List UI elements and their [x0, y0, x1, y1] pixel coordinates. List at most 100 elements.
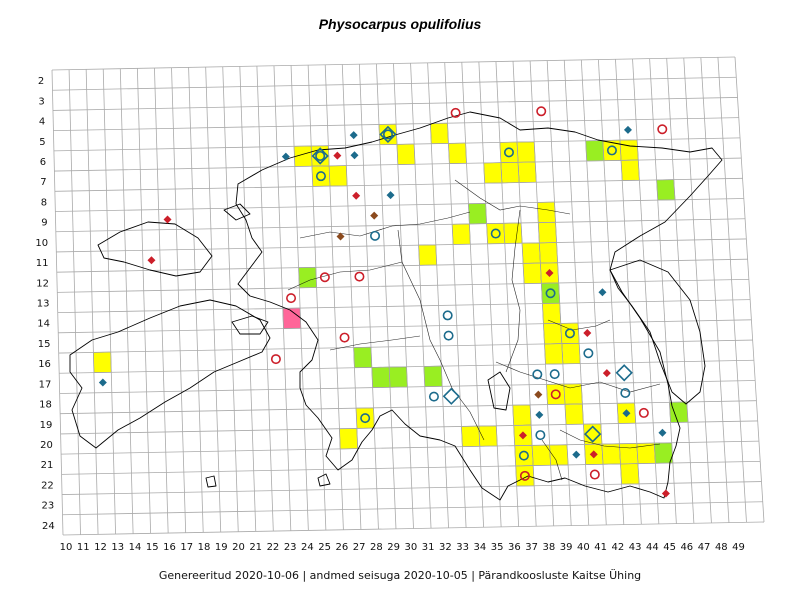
grid-line-vertical [563, 60, 590, 526]
grid-line-horizontal [58, 319, 752, 334]
occurrence-circle-red [638, 407, 649, 418]
occurrence-diamond-red [147, 256, 156, 265]
occurrence-circle-blue [503, 147, 514, 158]
column-label: 44 [646, 542, 659, 553]
grid-cell-green [468, 203, 487, 225]
column-label: 15 [146, 542, 159, 553]
column-label: 28 [370, 542, 383, 553]
grid-line-vertical [358, 64, 379, 530]
grid-line-vertical [393, 63, 414, 529]
grid-line-vertical [734, 56, 765, 523]
occurrence-circle-red [550, 389, 561, 400]
grid-cell-yellow [564, 403, 584, 425]
grid-line-vertical [529, 60, 555, 526]
occurrence-diamond-blue [281, 152, 290, 161]
occurrence-symbols [98, 106, 670, 498]
row-label: 3 [38, 96, 44, 107]
column-label: 42 [611, 542, 624, 553]
occurrence-circle-blue [545, 288, 556, 299]
row-label: 9 [41, 218, 47, 229]
column-label: 34 [474, 542, 487, 553]
grid-cell-yellow [521, 242, 541, 264]
occurrence-diamond-blue [572, 450, 581, 459]
grid-line-vertical [85, 69, 99, 535]
occurrence-diamond-red [163, 215, 172, 224]
occurrence-diamond-red [333, 151, 342, 160]
row-label: 15 [38, 339, 51, 350]
grid-cell-yellow [542, 302, 562, 325]
column-label: 24 [301, 542, 314, 553]
grid-cell-yellow [396, 143, 416, 165]
grid-cell-yellow [636, 442, 656, 464]
grid-cell-yellow [619, 443, 639, 465]
occurrence-circle-blue [583, 348, 594, 359]
occurrence-diamond-blue [386, 191, 395, 200]
grid-line-horizontal [52, 97, 738, 111]
grid-line-vertical [68, 69, 81, 535]
grid-line-horizontal [57, 278, 749, 293]
occurrence-circle-blue [535, 430, 546, 441]
estonia-coastline [69, 111, 723, 501]
grid-cell-yellow [499, 141, 519, 163]
grid-line-vertical [666, 58, 695, 524]
occurrence-circle-red [657, 124, 668, 135]
grid-cell-yellow [512, 404, 532, 426]
column-label: 14 [129, 542, 142, 553]
occurrence-circle-blue [315, 171, 326, 182]
grid-line-horizontal [51, 56, 736, 71]
grid-line-vertical [649, 58, 677, 524]
row-label: 7 [40, 177, 46, 188]
grid-line-vertical [290, 65, 309, 531]
grid-cell-yellow [339, 428, 359, 450]
occurrence-circle-red [589, 469, 600, 480]
grid-line-horizontal [53, 117, 739, 132]
occurrence-circle-red [519, 470, 530, 481]
grid-cell-yellow [328, 165, 348, 187]
occurrence-circle-blue [532, 369, 543, 380]
grid-cell-yellow [451, 223, 471, 245]
occurrence-diamond-blue [598, 288, 607, 297]
grid-line-vertical [307, 65, 327, 531]
mainland-outline [235, 111, 723, 501]
column-label: 27 [353, 542, 366, 553]
occurrence-circle-red [319, 272, 330, 283]
occurrence-diamond-red [583, 329, 592, 338]
occurrence-diamond-blue [349, 131, 358, 140]
column-label: 46 [680, 542, 693, 553]
grid-cell-green [585, 140, 605, 162]
vormsi-outline [223, 203, 251, 221]
occurrence-diamond-blue [623, 125, 632, 134]
grid-line-vertical [632, 58, 660, 524]
row-label: 14 [37, 319, 50, 330]
grid-cell-yellow [517, 161, 537, 183]
lake-peipsi-outline [609, 259, 706, 405]
occurrence-circle-blue [315, 150, 326, 161]
grid-cell-yellow [418, 244, 438, 266]
row-label: 11 [36, 258, 49, 269]
grid-line-vertical [700, 57, 730, 523]
row-label: 8 [41, 197, 47, 208]
grid-cell-yellow [355, 407, 375, 429]
occurrence-circle-blue [606, 145, 617, 156]
county-border [397, 229, 485, 441]
grid-line-vertical [683, 57, 712, 523]
occurrence-diamond-red [661, 489, 670, 498]
county-border [505, 209, 521, 373]
occurrence-diamond-red [545, 269, 554, 278]
county-border [541, 439, 563, 481]
occurrence-diamond-ring-blue [615, 364, 633, 382]
occurrence-diamond-ring-blue [379, 125, 397, 144]
occurrence-circle-red [270, 354, 281, 365]
grid-line-horizontal [54, 177, 743, 192]
county-border [547, 319, 611, 331]
vortsjarv-outline [487, 371, 511, 411]
grid-line-vertical [478, 61, 502, 527]
grid-cell-yellow [537, 221, 557, 244]
grid-line-vertical [171, 67, 187, 533]
row-label: 19 [40, 420, 53, 431]
column-label: 43 [629, 542, 642, 553]
column-label: 25 [318, 542, 331, 553]
grid-line-vertical [495, 61, 520, 527]
occurrence-diamond-brown [370, 211, 379, 220]
column-label: 10 [60, 542, 73, 553]
